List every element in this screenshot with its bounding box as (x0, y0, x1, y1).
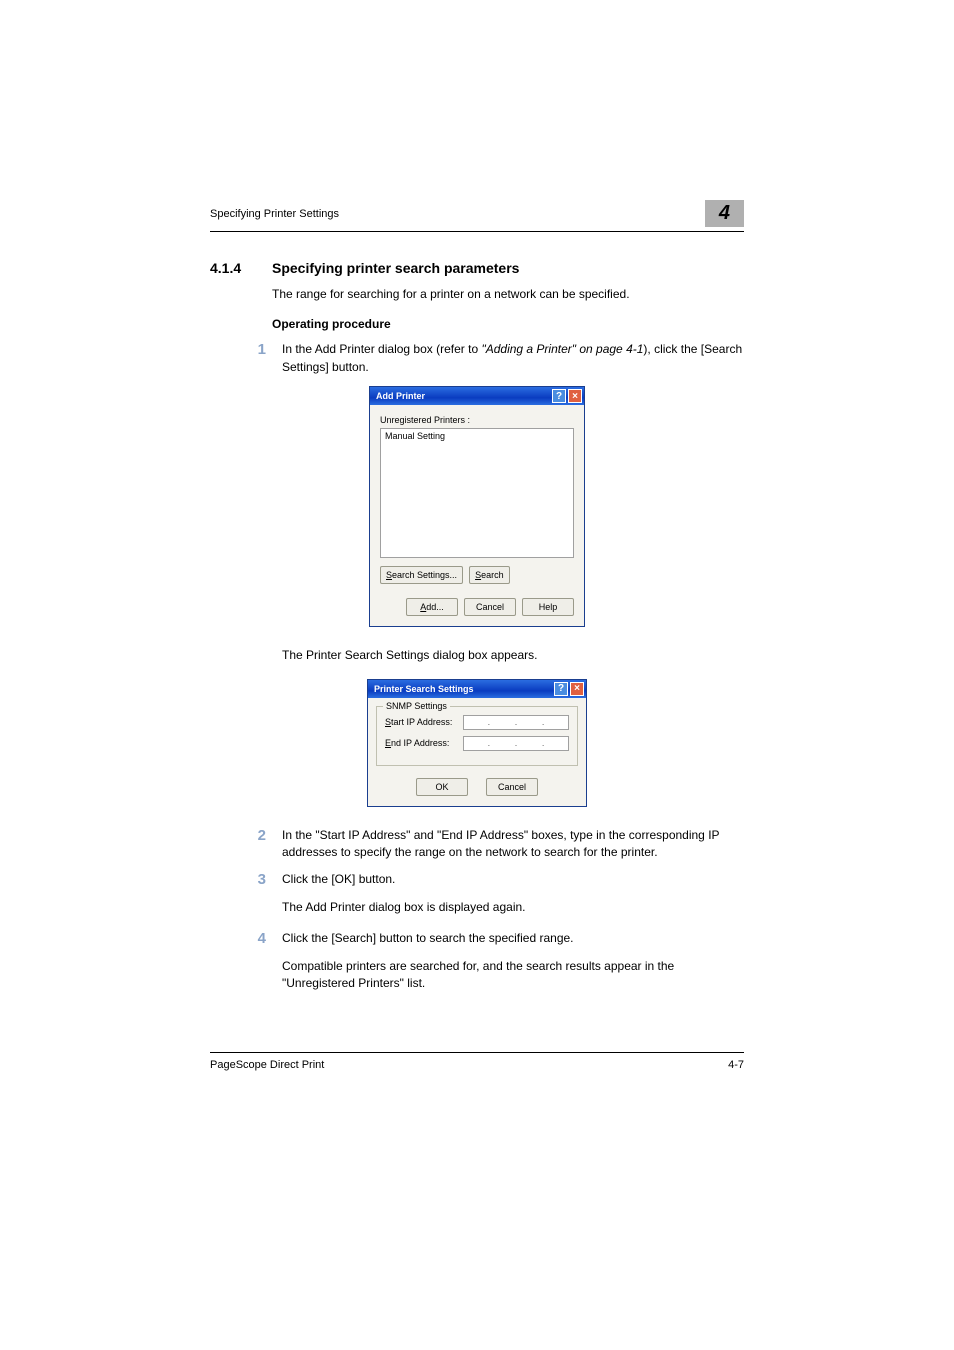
section-heading: 4.1.4 Specifying printer search paramete… (210, 260, 744, 276)
help-icon[interactable]: ? (554, 682, 568, 696)
start-ip-input[interactable]: ... (463, 715, 569, 730)
unregistered-printers-list[interactable]: Manual Setting (380, 428, 574, 558)
help-icon[interactable]: ? (552, 389, 566, 403)
cancel-button[interactable]: Cancel (464, 598, 516, 616)
footer-right: 4-7 (728, 1059, 744, 1071)
step-number: 3 (250, 871, 266, 888)
footer-left: PageScope Direct Print (210, 1059, 324, 1071)
step-4: 4 Click the [Search] button to search th… (250, 930, 744, 947)
step-number: 2 (250, 827, 266, 862)
printer-search-settings-dialog: Printer Search Settings ? × SNMP Setting… (367, 679, 587, 807)
rest: tart IP Address: (391, 717, 452, 727)
close-icon[interactable]: × (570, 682, 584, 696)
add-button[interactable]: Add... (406, 598, 458, 616)
close-icon[interactable]: × (568, 389, 582, 403)
page-header: Specifying Printer Settings 4 (210, 200, 744, 232)
end-ip-input[interactable]: ... (463, 736, 569, 751)
list-item[interactable]: Manual Setting (385, 431, 569, 441)
step-text: In the "Start IP Address" and "End IP Ad… (282, 827, 744, 862)
search-button[interactable]: Search (469, 566, 510, 584)
start-ip-label: Start IP Address: (385, 717, 457, 727)
rest: nd IP Address: (391, 738, 449, 748)
section-intro: The range for searching for a printer on… (272, 286, 744, 303)
step-2: 2 In the "Start IP Address" and "End IP … (250, 827, 744, 862)
add-printer-dialog: Add Printer ? × Unregistered Printers : … (369, 386, 585, 627)
ok-button[interactable]: OK (416, 778, 468, 796)
operating-procedure-heading: Operating procedure (272, 317, 744, 331)
search-settings-button[interactable]: Search Settings... (380, 566, 463, 584)
step1-pre: In the Add Printer dialog box (refer to (282, 342, 481, 356)
end-ip-label: End IP Address: (385, 738, 457, 748)
help-button[interactable]: Help (522, 598, 574, 616)
step1-ref: "Adding a Printer" on page 4-1 (481, 342, 643, 356)
running-title: Specifying Printer Settings (210, 208, 339, 220)
chapter-number: 4 (705, 200, 744, 227)
dialog-title: Add Printer (376, 391, 425, 401)
step-1: 1 In the Add Printer dialog box (refer t… (250, 341, 744, 376)
cancel-button[interactable]: Cancel (486, 778, 538, 796)
dialog-titlebar: Add Printer ? × (370, 387, 584, 405)
rest: earch Settings... (392, 570, 457, 580)
group-label: SNMP Settings (383, 701, 450, 711)
step1-result: The Printer Search Settings dialog box a… (282, 647, 744, 664)
dialog-titlebar: Printer Search Settings ? × (368, 680, 586, 698)
step-number: 1 (250, 341, 266, 376)
section-title: Specifying printer search parameters (272, 260, 519, 276)
step-number: 4 (250, 930, 266, 947)
rest: earch (481, 570, 504, 580)
rest: dd... (426, 602, 444, 612)
page-footer: PageScope Direct Print 4-7 (210, 1052, 744, 1071)
step-text: Click the [Search] button to search the … (282, 930, 744, 947)
step-3: 3 Click the [OK] button. (250, 871, 744, 888)
step3-result: The Add Printer dialog box is displayed … (282, 899, 744, 916)
step4-result: Compatible printers are searched for, an… (282, 958, 744, 993)
dialog-title: Printer Search Settings (374, 684, 474, 694)
step-text: In the Add Printer dialog box (refer to … (282, 341, 744, 376)
section-number: 4.1.4 (210, 260, 254, 276)
unregistered-printers-label: Unregistered Printers : (380, 415, 574, 425)
snmp-settings-group: SNMP Settings Start IP Address: ... End … (376, 706, 578, 766)
step-text: Click the [OK] button. (282, 871, 744, 888)
